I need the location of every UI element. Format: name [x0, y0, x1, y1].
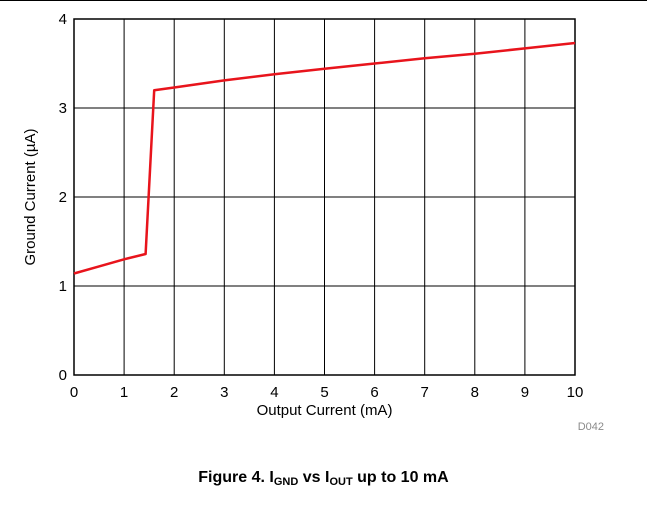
caption-middle: vs I — [298, 469, 330, 486]
caption-sub-gnd: GND — [273, 476, 299, 488]
ground-current-chart: 0 1 2 3 4 5 6 7 8 9 10 0 1 2 3 4 Output Current (mA) Gr… — [22, 11, 604, 433]
series-line — [73, 41, 576, 275]
x-tick-label: 7 — [421, 384, 429, 401]
x-tick-label: 4 — [270, 384, 278, 401]
y-tick-label: 0 — [59, 367, 67, 384]
tick-labels: 0 1 2 3 4 5 6 7 8 9 10 0 1 2 3 4 — [59, 11, 584, 401]
y-tick-label: 4 — [59, 11, 67, 28]
x-tick-label: 1 — [120, 384, 128, 401]
y-tick-label: 3 — [59, 100, 67, 117]
plot-frame — [73, 18, 576, 376]
top-rule — [0, 0, 647, 1]
x-axis-label: Output Current (mA) — [257, 402, 393, 419]
x-tick-label: 0 — [70, 384, 78, 401]
caption-sub-out: OUT — [329, 476, 353, 488]
caption-prefix: Figure 4. I — [198, 469, 274, 486]
figure-caption: Figure 4. IGND vs IOUT up to 10 mA — [0, 469, 647, 488]
caption-suffix: up to 10 mA — [352, 469, 449, 486]
x-tick-label: 8 — [471, 384, 479, 401]
y-tick-label: 2 — [59, 189, 67, 206]
x-tick-label: 3 — [220, 384, 228, 401]
grid-lines — [74, 19, 575, 375]
y-tick-label: 1 — [59, 278, 67, 295]
series-layer — [73, 41, 576, 275]
x-tick-label: 10 — [567, 384, 584, 401]
y-axis-label: Ground Current (µA) — [22, 128, 39, 265]
x-tick-label: 5 — [320, 384, 328, 401]
x-tick-label: 6 — [370, 384, 378, 401]
x-tick-label: 2 — [170, 384, 178, 401]
x-tick-label: 9 — [521, 384, 529, 401]
figure-code: D042 — [578, 421, 604, 433]
